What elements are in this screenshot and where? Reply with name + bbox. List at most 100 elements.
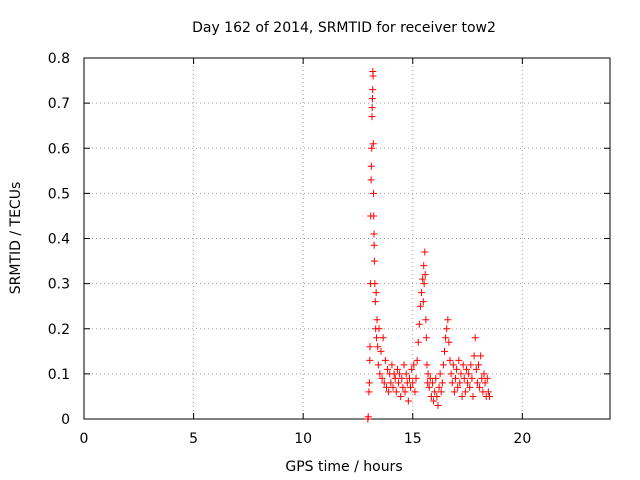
data-point bbox=[365, 379, 373, 387]
data-point bbox=[367, 176, 375, 184]
data-point bbox=[412, 374, 420, 382]
data-point bbox=[445, 338, 453, 346]
data-point bbox=[409, 379, 417, 387]
data-point bbox=[401, 388, 409, 396]
data-point bbox=[385, 388, 393, 396]
data-point bbox=[370, 189, 378, 197]
data-point bbox=[369, 86, 377, 94]
data-point bbox=[373, 334, 381, 342]
data-point bbox=[476, 383, 484, 391]
data-point bbox=[484, 388, 492, 396]
data-point bbox=[397, 392, 405, 400]
data-point bbox=[389, 383, 397, 391]
data-point bbox=[370, 241, 378, 249]
data-point bbox=[387, 379, 395, 387]
data-point bbox=[372, 289, 380, 297]
data-point bbox=[399, 383, 407, 391]
x-tick-label: 0 bbox=[80, 431, 89, 447]
data-point bbox=[433, 392, 441, 400]
data-point bbox=[400, 361, 408, 369]
data-point bbox=[441, 347, 449, 355]
data-point bbox=[419, 298, 427, 306]
data-point bbox=[420, 262, 428, 270]
data-point bbox=[398, 374, 406, 382]
data-point bbox=[381, 356, 389, 364]
data-point bbox=[407, 383, 415, 391]
data-point bbox=[369, 72, 377, 80]
data-point bbox=[430, 397, 438, 405]
data-point bbox=[415, 320, 423, 328]
data-point bbox=[432, 374, 440, 382]
data-point bbox=[471, 334, 479, 342]
data-point bbox=[454, 383, 462, 391]
data-point bbox=[461, 388, 469, 396]
data-point bbox=[425, 383, 433, 391]
data-point bbox=[373, 316, 381, 324]
data-point bbox=[455, 356, 463, 364]
data-point bbox=[444, 316, 452, 324]
data-point bbox=[416, 302, 424, 310]
data-point bbox=[475, 361, 482, 369]
data-point bbox=[379, 334, 387, 342]
data-point bbox=[450, 388, 458, 396]
x-tick-label: 5 bbox=[189, 431, 198, 447]
data-point bbox=[448, 379, 456, 387]
data-point bbox=[439, 361, 447, 369]
data-point bbox=[410, 361, 418, 369]
data-point bbox=[396, 370, 404, 378]
data-point bbox=[477, 352, 485, 360]
data-point bbox=[366, 356, 374, 364]
data-point bbox=[470, 352, 478, 360]
x-axis-label: GPS time / hours bbox=[285, 459, 402, 475]
data-point bbox=[404, 397, 412, 405]
data-point bbox=[421, 248, 429, 256]
data-point bbox=[431, 388, 439, 396]
y-tick-label: 0.2 bbox=[48, 322, 70, 338]
data-point bbox=[453, 365, 461, 373]
data-point bbox=[422, 334, 430, 342]
data-point bbox=[408, 365, 416, 373]
data-point bbox=[405, 374, 413, 382]
data-point bbox=[428, 379, 436, 387]
data-point bbox=[371, 298, 379, 306]
y-tick-label: 0.8 bbox=[48, 51, 70, 67]
data-point bbox=[364, 413, 372, 421]
data-point bbox=[368, 95, 376, 103]
data-point bbox=[447, 370, 455, 378]
y-tick-label: 0.5 bbox=[48, 186, 70, 202]
data-point bbox=[459, 361, 467, 369]
y-tick-label: 0.6 bbox=[48, 141, 70, 157]
data-point bbox=[469, 392, 477, 400]
data-point bbox=[483, 374, 491, 382]
data-point bbox=[382, 383, 390, 391]
data-point bbox=[376, 370, 384, 378]
data-point bbox=[464, 379, 472, 387]
y-tick-label: 0 bbox=[61, 412, 70, 428]
data-point bbox=[378, 374, 386, 382]
data-point bbox=[424, 370, 432, 378]
data-point bbox=[437, 388, 445, 396]
data-point bbox=[370, 257, 378, 265]
data-point bbox=[369, 140, 377, 148]
data-markers bbox=[364, 68, 493, 423]
data-point bbox=[473, 379, 481, 387]
data-point bbox=[421, 271, 429, 279]
data-point bbox=[371, 280, 379, 288]
data-point bbox=[446, 356, 454, 364]
y-tick-label: 0.4 bbox=[48, 232, 70, 248]
data-point bbox=[480, 370, 488, 378]
data-point bbox=[384, 365, 392, 373]
data-point bbox=[388, 361, 396, 369]
data-point bbox=[380, 379, 388, 387]
y-tick-label: 0.3 bbox=[48, 277, 70, 293]
data-point bbox=[393, 365, 401, 373]
data-point bbox=[465, 370, 473, 378]
data-point bbox=[443, 325, 451, 333]
data-point bbox=[365, 388, 373, 396]
chart-title: Day 162 of 2014, SRMTID for receiver tow… bbox=[192, 20, 496, 36]
data-point bbox=[374, 361, 382, 369]
data-point bbox=[370, 212, 378, 220]
data-point bbox=[442, 334, 450, 342]
data-point bbox=[466, 383, 474, 391]
data-point bbox=[419, 275, 427, 283]
